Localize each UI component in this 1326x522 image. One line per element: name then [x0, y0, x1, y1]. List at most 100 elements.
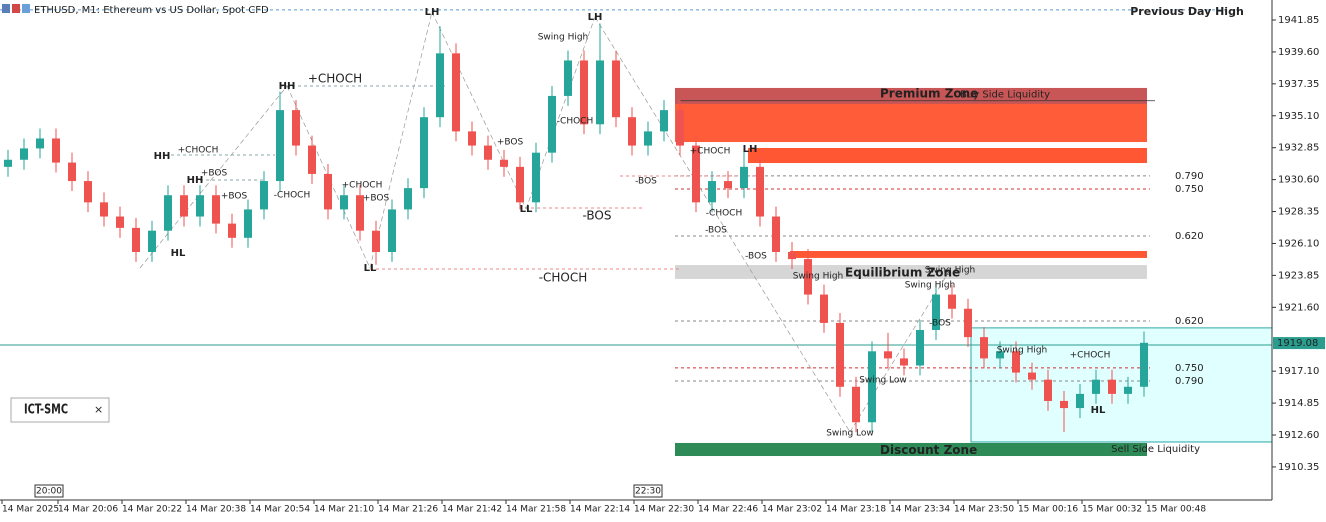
fib-label: 0.620	[1175, 231, 1204, 242]
zigzag-line	[431, 11, 527, 210]
x-tick-label: 14 Mar 21:10	[314, 505, 374, 515]
x-tick-label: 14 Mar 23:02	[762, 505, 822, 515]
annotation: -CHOCH	[557, 117, 593, 127]
current-price-label: 1919.08	[1277, 338, 1318, 349]
prev-day-high-label: Previous Day High	[1130, 5, 1244, 18]
zigzag-line	[594, 16, 851, 433]
candle-body	[1076, 393, 1084, 409]
annotation: LL	[364, 263, 377, 274]
annotation: +CHOCH	[178, 146, 219, 156]
candle-body	[788, 251, 796, 260]
candle-body	[116, 216, 124, 228]
y-tick-label: 1939.60	[1278, 47, 1319, 58]
candle-body	[388, 209, 396, 252]
y-tick-label: 1932.85	[1278, 143, 1319, 154]
candle-body	[532, 152, 540, 203]
candle-body	[1108, 379, 1116, 394]
candle-body	[484, 145, 492, 160]
time-marker: 22:30	[635, 487, 661, 497]
candle-body	[1028, 372, 1036, 380]
candle-body	[804, 259, 812, 295]
candle-body	[884, 351, 892, 359]
candle-body	[692, 145, 700, 203]
annotation: HL	[171, 248, 186, 259]
x-tick-label: 14 Mar 21:26	[378, 505, 438, 515]
candle-body	[4, 159, 12, 167]
annotation: Swing Low	[859, 376, 907, 386]
candle-body	[148, 230, 156, 252]
candle-body	[276, 110, 284, 182]
annotation: +BOS	[497, 138, 524, 148]
annotation: HH	[187, 175, 204, 186]
candle-body	[308, 145, 316, 174]
y-tick-label: 1928.35	[1278, 207, 1319, 218]
y-tick-label: 1935.10	[1278, 111, 1319, 122]
candle-body	[132, 227, 140, 252]
candle-body	[228, 223, 236, 238]
fib-label: 0.790	[1175, 171, 1204, 182]
candle-body	[436, 53, 444, 118]
x-tick-label: 14 Mar 22:14	[570, 505, 630, 515]
candle-body	[180, 195, 188, 217]
candle-body	[196, 195, 204, 217]
zone	[675, 265, 1147, 279]
indicator-box[interactable]: ICT-SMC ×	[10, 397, 110, 423]
indicator-name: ICT-SMC	[24, 403, 68, 418]
annotation: +CHOCH	[308, 72, 362, 86]
liquidity-label: Buy Side Liquidity	[960, 90, 1050, 101]
y-tick-label: 1930.60	[1278, 175, 1319, 186]
annotation: -BOS	[705, 226, 727, 236]
candle-body	[468, 131, 476, 146]
zone	[748, 147, 1147, 164]
candle-body	[68, 162, 76, 182]
candle-body	[340, 195, 348, 210]
zone-label: Premium Zone	[880, 86, 978, 100]
time-marker-box	[34, 484, 64, 498]
annotation: Swing High	[905, 281, 956, 291]
annotation: HH	[279, 81, 296, 92]
candle-body	[452, 53, 460, 132]
annotation: -BOS	[583, 209, 612, 223]
candle-body	[84, 181, 92, 203]
candle-body	[372, 230, 380, 252]
annotation: -CHOCH	[539, 271, 588, 285]
indicator-panel	[10, 397, 110, 423]
annotation: LH	[743, 144, 758, 155]
annotation: +BOS	[201, 169, 228, 179]
fib-label: 0.790	[1175, 376, 1204, 387]
x-tick-label: 14 Mar 23:18	[826, 505, 886, 515]
candle-body	[356, 195, 364, 231]
annotation: +CHOCH	[342, 181, 383, 191]
candle-body	[628, 117, 636, 146]
candle-body	[596, 60, 604, 125]
zigzag-line	[139, 85, 288, 269]
candle-body	[996, 351, 1004, 359]
fib-label: 0.750	[1175, 363, 1204, 374]
candle-body	[1044, 379, 1052, 401]
candle-body	[1124, 386, 1132, 394]
y-tick-label: 1937.35	[1278, 79, 1319, 90]
candle-body	[660, 110, 668, 132]
x-tick-label: 15 Mar 00:32	[1082, 505, 1142, 515]
candle-body	[932, 294, 940, 331]
candle-body	[500, 159, 508, 167]
candle-body	[612, 60, 620, 118]
y-tick-label: 1941.85	[1278, 15, 1319, 26]
annotation: +BOS	[221, 192, 248, 202]
candle-body	[1140, 342, 1148, 387]
annotation: HH	[154, 151, 171, 162]
y-tick-label: 1921.60	[1278, 302, 1319, 313]
candle-body	[212, 195, 220, 224]
annotation: Swing High	[997, 346, 1048, 356]
candle-body	[900, 358, 908, 366]
annotation: +BOS	[363, 194, 390, 204]
close-icon[interactable]: ×	[94, 403, 103, 416]
annotation: +CHOCH	[1070, 351, 1111, 361]
y-tick-label: 1910.35	[1278, 462, 1319, 473]
x-tick-label: 14 Mar 22:46	[698, 505, 758, 515]
candle-body	[292, 110, 300, 146]
time-marker-box	[633, 484, 663, 498]
candle-body	[964, 308, 972, 338]
